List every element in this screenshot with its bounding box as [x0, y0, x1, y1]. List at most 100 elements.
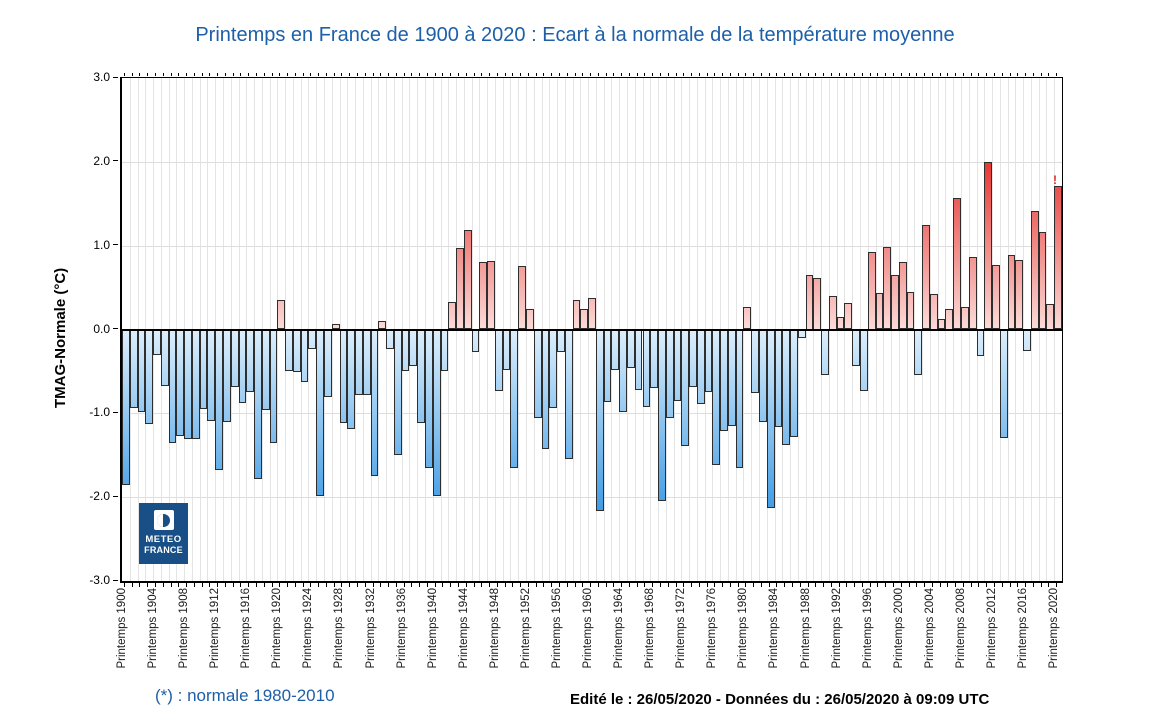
bar-1973: [689, 329, 697, 387]
x-tick-top: [683, 73, 685, 76]
x-tick: [970, 582, 972, 587]
x-tick-top: [1017, 73, 1019, 76]
x-tick: [714, 582, 716, 587]
chart-title: Printemps en France de 1900 à 2020 : Eca…: [195, 24, 955, 46]
bar-1959: [580, 309, 589, 330]
x-tick: [426, 582, 428, 587]
x-tick-top: [504, 73, 506, 76]
bar-1938: [417, 329, 425, 424]
x-tick-top: [753, 73, 755, 76]
bar-1942: [448, 301, 457, 330]
x-tick-top: [457, 73, 459, 76]
x-tick: [535, 582, 537, 587]
x-tick-top: [131, 73, 133, 76]
x-tick: [419, 582, 421, 587]
x-tick: [737, 582, 739, 587]
bar-1944: [463, 229, 472, 330]
bar-1923: [300, 329, 309, 383]
bar-2015: [1015, 259, 1024, 330]
x-tick: [566, 582, 568, 587]
x-tick-top: [186, 73, 187, 76]
bar-2019: [1046, 303, 1055, 330]
x-tick-top: [597, 73, 599, 76]
x-tick-label: Printemps 1932: [364, 588, 377, 669]
bar-1934: [386, 329, 394, 349]
x-tick-top: [209, 73, 211, 76]
x-tick: [636, 582, 638, 587]
x-tick-top: [442, 73, 444, 76]
y-tick: [113, 328, 118, 329]
bar-1921: [285, 329, 293, 371]
x-tick: [403, 582, 405, 587]
x-tick: [162, 582, 164, 587]
bar-1951: [518, 265, 526, 330]
bar-1994: [852, 329, 861, 366]
x-tick-top: [558, 73, 560, 76]
x-tick: [1040, 582, 1042, 587]
x-tick: [939, 582, 941, 587]
x-tick: [753, 582, 755, 587]
x-tick-label: Printemps 2016: [1017, 588, 1029, 669]
x-tick: [372, 582, 374, 587]
x-tick: [271, 582, 273, 587]
x-tick-top: [1048, 73, 1050, 76]
x-tick: [729, 582, 731, 587]
x-tick: [224, 582, 226, 587]
x-tick: [465, 582, 467, 587]
x-tick: [325, 582, 327, 587]
x-tick-top: [908, 73, 910, 76]
x-tick-top: [885, 73, 887, 76]
record-exclamation-marker: !: [1053, 173, 1057, 187]
x-tick-label: Printemps 1928: [333, 588, 346, 669]
x-tick: [310, 582, 312, 587]
x-tick: [512, 582, 514, 587]
x-tick: [994, 582, 995, 587]
x-tick: [504, 582, 506, 587]
x-tick-top: [706, 73, 708, 76]
bar-1918: [261, 329, 270, 410]
x-tick-top: [566, 73, 568, 76]
y-axis-title: TMAG-Normale (°C): [52, 267, 69, 408]
bar-2017: [1030, 211, 1039, 330]
x-tick: [481, 582, 483, 587]
bar-1999: [891, 275, 899, 330]
x-tick-top: [1009, 73, 1011, 76]
bar-1915: [238, 329, 247, 404]
bar-1967: [642, 329, 651, 407]
bar-1969: [658, 329, 666, 501]
x-tick: [760, 582, 762, 587]
x-tick-top: [1001, 73, 1003, 76]
x-tick-top: [527, 73, 529, 76]
x-tick-top: [916, 73, 918, 76]
x-tick-label: Printemps 1912: [209, 588, 222, 669]
x-tick-top: [838, 73, 840, 76]
x-tick: [597, 582, 599, 587]
bar-1943: [456, 248, 464, 330]
x-tick-top: [302, 73, 304, 76]
x-tick: [294, 582, 296, 587]
x-tick-top: [310, 73, 312, 76]
x-tick: [691, 582, 692, 587]
bar-2020: [1054, 186, 1062, 330]
x-tick: [473, 582, 475, 587]
y-tick: [113, 411, 118, 413]
x-tick-top: [854, 73, 856, 76]
x-tick: [1048, 582, 1050, 587]
x-tick: [792, 582, 793, 587]
x-tick: [364, 582, 366, 587]
x-tick-top: [349, 73, 351, 76]
x-tick: [240, 582, 242, 587]
x-tick-top: [170, 73, 172, 76]
x-tick-top: [970, 73, 972, 76]
bar-1954: [541, 329, 550, 450]
bar-1945: [471, 329, 480, 353]
x-tick: [193, 582, 195, 587]
bar-1914: [230, 329, 239, 387]
x-tick: [784, 582, 786, 587]
x-tick: [815, 582, 817, 587]
bar-1920: [277, 300, 286, 330]
x-tick-top: [217, 73, 219, 76]
normale-footnote: (*) : normale 1980-2010: [155, 686, 335, 705]
bar-1907: [176, 329, 185, 436]
y-tick-label: 0.0: [93, 321, 110, 336]
